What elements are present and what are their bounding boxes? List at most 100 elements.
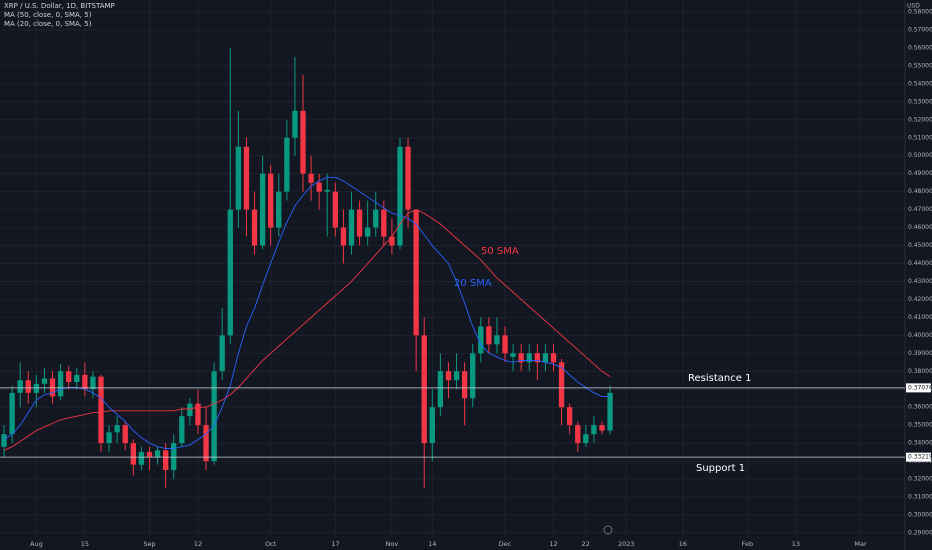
level-name: Resistance 1 [688, 373, 751, 384]
candle-body [179, 416, 185, 444]
y-tick-label: 0.41000 [908, 314, 932, 321]
x-tick-label: Sep [143, 540, 155, 548]
candle-body [162, 450, 169, 471]
candle-body [292, 110, 298, 138]
candle-body [33, 383, 40, 393]
level-price-box [906, 452, 931, 462]
candle-body [429, 407, 435, 444]
x-tick-label: Feb [742, 540, 754, 548]
candle-body [364, 227, 371, 237]
candle-body [591, 425, 597, 435]
candle-body [510, 353, 516, 357]
y-tick-label: 0.50000 [908, 152, 932, 159]
y-tick-label: 0.42000 [908, 296, 932, 303]
y-tick-label: 0.38000 [908, 368, 932, 375]
level-name: Support 1 [696, 463, 745, 474]
y-tick-label: 0.45000 [908, 242, 932, 249]
y-tick-label: 0.32000 [908, 476, 932, 483]
candle-body [308, 173, 314, 183]
candle-body [381, 209, 387, 237]
candle-body [276, 191, 282, 228]
legend-ma20: MA (20, close, 0, SMA, 5) [4, 20, 92, 28]
y-tick-label: 0.46000 [908, 224, 932, 231]
candle-body [25, 380, 31, 393]
candle-body [98, 376, 104, 444]
x-tick-label: 12 [549, 540, 557, 548]
y-tick-label: 0.31000 [908, 494, 932, 501]
candle-body [340, 227, 347, 246]
candle-body [243, 146, 250, 210]
candle-body [41, 378, 48, 384]
candle-body [211, 371, 217, 462]
candle-body [9, 392, 15, 435]
y-tick-label: 0.30000 [908, 511, 932, 518]
candle-body [502, 335, 508, 354]
candle-body [130, 443, 136, 465]
candle-body [558, 362, 565, 408]
candle-body [300, 110, 306, 174]
candle-body [154, 450, 161, 458]
candle-body [389, 236, 395, 246]
candle-body [542, 353, 549, 363]
candle-body [566, 407, 573, 426]
timezone-icon[interactable] [603, 525, 613, 535]
candle-body [57, 371, 64, 397]
candle-body [332, 191, 339, 228]
candle-body [348, 209, 355, 246]
x-tick-label: Mar [854, 540, 867, 548]
y-tick-label: 0.44000 [908, 260, 932, 267]
candle-body [1, 434, 7, 447]
candle-body [203, 425, 209, 462]
candle-body [122, 425, 128, 444]
candle-body [373, 209, 379, 228]
y-tick-label: 0.55000 [908, 62, 932, 69]
x-tick-label: Oct [265, 540, 277, 548]
candle-body [413, 209, 419, 336]
legend-title: XRP / U.S. Dollar, 1D, BITSTAMP [4, 2, 115, 10]
y-tick-label: 0.34000 [908, 440, 932, 447]
level-price-label: 0.37076 [908, 384, 932, 391]
ma50-annotation: 50 SMA [481, 246, 519, 257]
y-tick-label: 0.49000 [908, 170, 932, 177]
x-tick-label: 13 [792, 540, 800, 548]
candle-body [195, 403, 201, 426]
candle-body [106, 432, 112, 444]
candle-body [316, 182, 322, 192]
x-tick-label: Aug [30, 540, 43, 548]
candle-body [82, 374, 88, 390]
ma-line [3, 209, 611, 451]
ma-line [3, 176, 611, 449]
y-tick-label: 0.43000 [908, 278, 932, 285]
y-tick-label: 0.51000 [908, 134, 932, 141]
x-tick-label: 14 [428, 540, 436, 548]
candle-body [478, 326, 484, 354]
candle-body [494, 335, 500, 345]
candle-body [575, 425, 581, 444]
x-tick-label: 17 [331, 540, 339, 548]
y-tick-label: 0.48000 [908, 188, 932, 195]
x-tick-label: 22 [582, 540, 590, 548]
candle-body [405, 146, 411, 210]
candle-body [146, 452, 153, 458]
candle-body [453, 371, 460, 381]
candle-body [268, 173, 274, 228]
candle-body [171, 443, 177, 471]
y-tick-label: 0.52000 [908, 116, 932, 123]
candle-body [534, 353, 541, 363]
candle-body [437, 371, 444, 408]
y-tick-label: 0.47000 [908, 206, 932, 213]
y-tick-label: 0.40000 [908, 332, 932, 339]
candle-body [235, 146, 242, 210]
candle-body [90, 376, 96, 390]
candle-body [461, 371, 468, 399]
candle-body [583, 434, 589, 444]
x-tick-label: 12 [194, 540, 202, 548]
x-tick-label: 16 [679, 540, 687, 548]
candle-body [324, 189, 330, 192]
x-tick-label: 15 [81, 540, 89, 548]
candle-body [284, 137, 290, 192]
candle-body [470, 353, 476, 399]
candle-body [486, 326, 492, 345]
level-price-label: 0.33219 [908, 454, 932, 461]
